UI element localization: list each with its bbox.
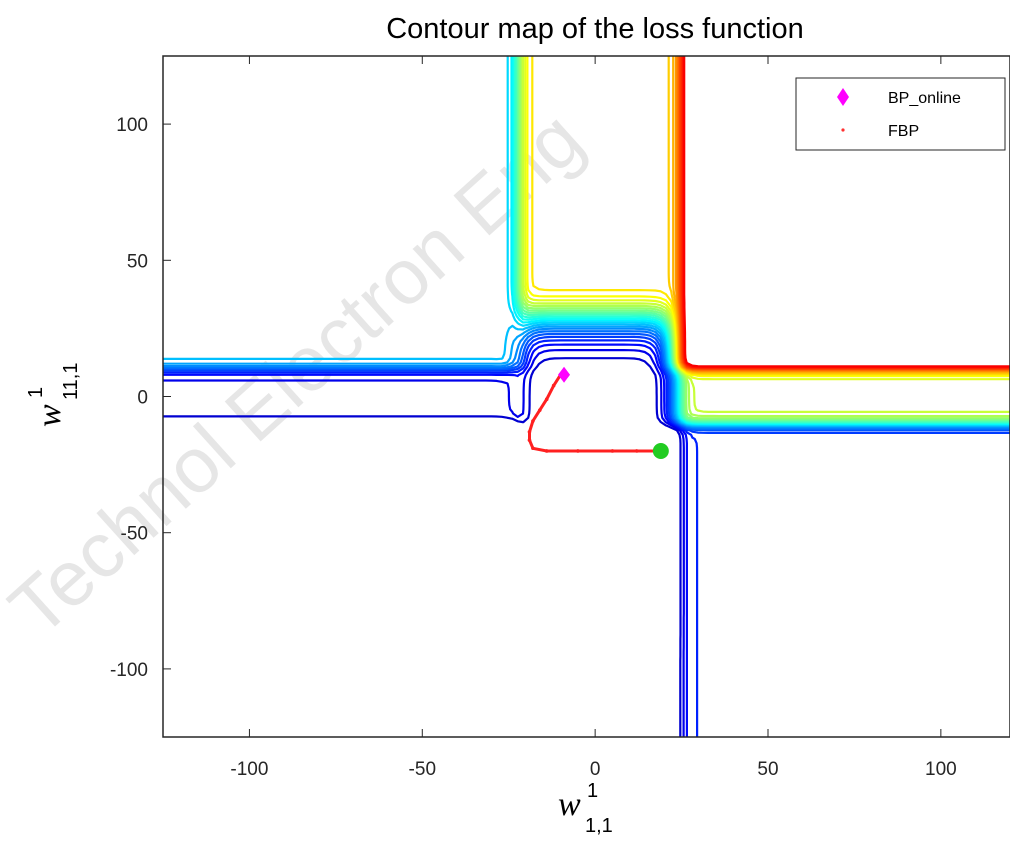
y-ticks: -100 -50 0 50 100 — [110, 115, 171, 681]
fbp-endpoint-marker — [652, 442, 669, 459]
x-ticks: -100 -50 0 50 100 — [230, 56, 957, 780]
svg-text:w: w — [558, 786, 581, 823]
x-tick-label: 100 — [925, 759, 957, 780]
contour-line — [163, 357, 682, 737]
legend-box — [795, 77, 1006, 151]
trajectory-markers — [558, 366, 669, 459]
svg-text:1,1: 1,1 — [585, 815, 613, 837]
fbp-point — [576, 449, 580, 453]
y-tick-label: -100 — [110, 660, 148, 681]
contour-line — [163, 343, 688, 737]
x-axis-label: w 1 1,1 — [558, 780, 613, 837]
contour-line — [163, 349, 685, 737]
svg-text:11,1: 11,1 — [60, 363, 82, 400]
svg-text:w: w — [31, 404, 68, 427]
contour-line — [163, 335, 1010, 434]
x-tick-label: -50 — [409, 759, 436, 780]
contour-lines — [163, 56, 1010, 737]
legend-dot-marker — [841, 128, 845, 132]
fbp-point — [544, 449, 549, 453]
y-tick-label: 100 — [116, 115, 148, 136]
y-tick-label: -50 — [121, 524, 148, 545]
bp-online-marker — [558, 366, 571, 383]
fbp-point — [544, 397, 549, 402]
svg-text:1: 1 — [587, 780, 598, 802]
fbp-trajectory — [527, 372, 660, 453]
contour-line — [163, 339, 699, 737]
fbp-point — [527, 438, 532, 442]
legend-label-bp-online: BP_online — [888, 90, 961, 107]
svg-text:1: 1 — [25, 387, 47, 398]
fbp-point — [531, 446, 535, 451]
fbp-point — [634, 449, 639, 453]
y-axis-label: w 1 11,1 — [25, 363, 82, 427]
x-tick-label: 0 — [590, 759, 601, 780]
legend-label-fbp: FBP — [888, 123, 919, 140]
legend: BP_online FBP — [795, 77, 1006, 151]
fbp-path — [528, 373, 658, 453]
fbp-point — [610, 449, 615, 453]
contour-line — [683, 56, 1010, 368]
y-tick-label: 50 — [127, 251, 148, 272]
chart-title: Contour map of the loss function — [386, 13, 804, 45]
fbp-point — [551, 383, 556, 388]
fbp-point — [531, 419, 535, 423]
fbp-point — [538, 408, 542, 412]
fbp-point — [527, 430, 532, 434]
x-tick-label: 50 — [757, 759, 778, 780]
x-tick-label: -100 — [230, 759, 268, 780]
legend-diamond-marker — [837, 88, 849, 106]
y-tick-label: 0 — [137, 388, 148, 409]
